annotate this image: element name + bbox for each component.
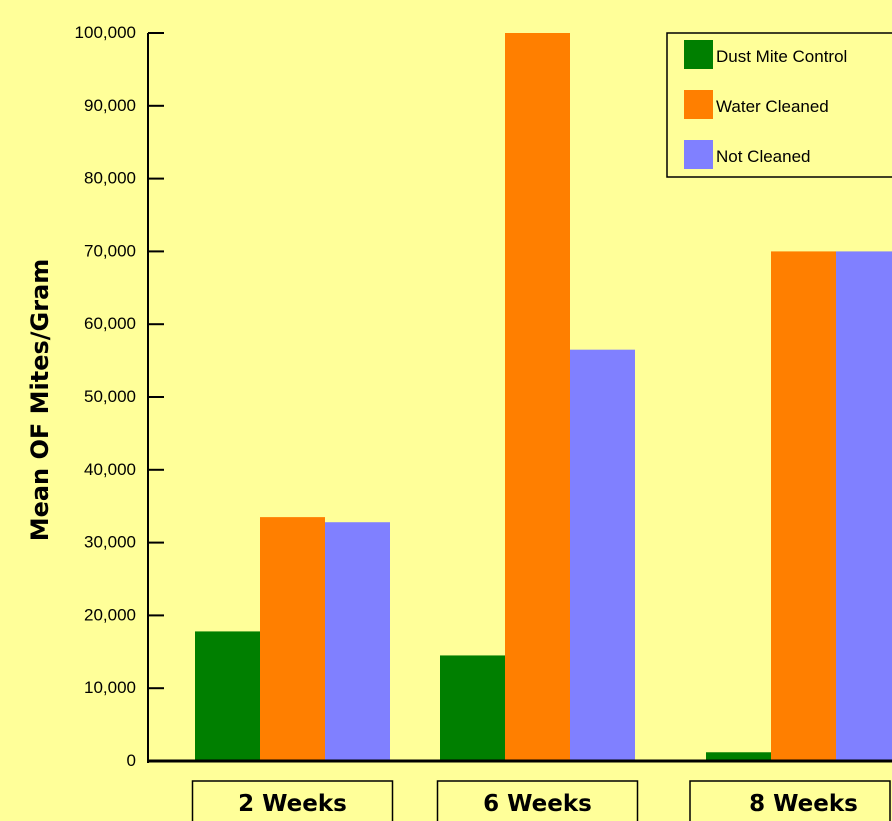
x-tick-label: 8 Weeks — [749, 791, 858, 817]
y-tick-label: 90,000 — [84, 96, 136, 115]
y-tick-label: 100,000 — [75, 23, 136, 42]
legend-swatch — [684, 90, 713, 119]
legend-label: Dust Mite Control — [716, 47, 847, 66]
y-tick-label: 20,000 — [84, 605, 136, 624]
x-tick-label: 6 Weeks — [483, 791, 592, 817]
x-tick-label: 2 Weeks — [238, 791, 347, 817]
bar-not-cleaned-2-weeks — [325, 522, 390, 761]
legend-swatch — [684, 40, 713, 69]
legend-swatch — [684, 140, 713, 169]
bar-not-cleaned-8-weeks — [836, 251, 892, 761]
y-tick-label: 0 — [127, 751, 136, 770]
y-tick-label: 10,000 — [84, 678, 136, 697]
bar-not-cleaned-6-weeks — [570, 349, 635, 761]
bar-water-cleaned-2-weeks — [260, 517, 325, 761]
y-tick-label: 60,000 — [84, 314, 136, 333]
legend-label: Not Cleaned — [716, 147, 811, 166]
legend: Dust Mite Control Water Cleaned Not Cleane… — [666, 32, 892, 178]
bar-dust-mite-control-8-weeks — [706, 752, 771, 761]
bar-dust-mite-control-6-weeks — [440, 655, 505, 761]
y-tick-label: 40,000 — [84, 460, 136, 479]
bar-water-cleaned-6-weeks — [505, 33, 570, 761]
bar-water-cleaned-8-weeks — [771, 251, 836, 761]
category-label-box — [689, 780, 891, 821]
category-label-box — [191, 780, 394, 821]
y-axis-title: Mean OF Mites/Gram — [26, 259, 54, 542]
category-label-box — [436, 780, 639, 821]
x-axis: 2 Weeks 6 Weeks 8 Weeks — [148, 759, 892, 821]
y-tick-label: 50,000 — [84, 387, 136, 406]
y-tick-label: 30,000 — [84, 533, 136, 552]
y-tick-label: 70,000 — [84, 241, 136, 260]
bar-dust-mite-control-2-weeks — [195, 631, 260, 761]
legend-label: Water Cleaned — [716, 97, 829, 116]
y-tick-label: 80,000 — [84, 169, 136, 188]
y-axis: 0 10,000 20,000 30,000 40,000 50,000 60,000 70,… — [75, 23, 164, 770]
bars — [195, 33, 892, 761]
